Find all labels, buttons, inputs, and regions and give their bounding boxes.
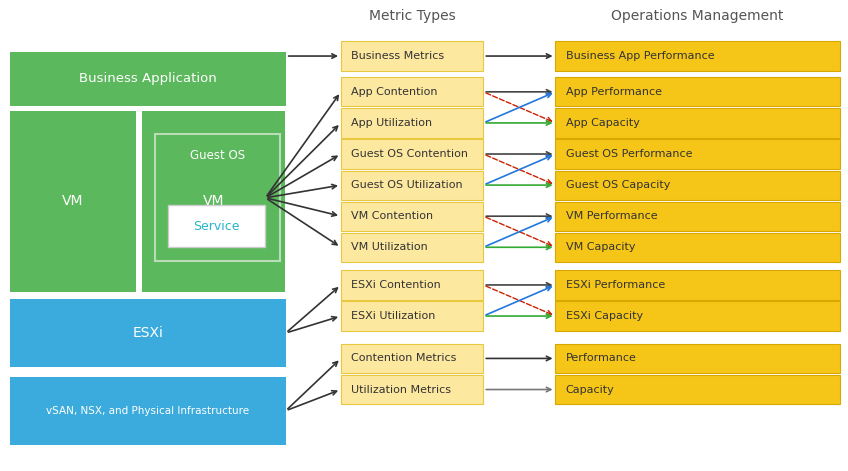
Bar <box>142 111 285 292</box>
Text: Service: Service <box>193 219 240 233</box>
Text: ESXi Utilization: ESXi Utilization <box>351 311 435 321</box>
Bar <box>555 202 840 231</box>
Text: Business Metrics: Business Metrics <box>351 51 444 61</box>
Text: Business Application: Business Application <box>79 73 217 85</box>
Text: VM Contention: VM Contention <box>351 211 433 221</box>
Bar <box>10 111 136 292</box>
Text: vSAN, NSX, and Physical Infrastructure: vSAN, NSX, and Physical Infrastructure <box>47 406 249 416</box>
Bar <box>341 375 483 404</box>
Text: App Capacity: App Capacity <box>566 118 639 128</box>
Bar <box>555 233 840 262</box>
Bar <box>555 270 840 300</box>
Bar <box>341 202 483 231</box>
Text: ESXi: ESXi <box>132 326 164 340</box>
Bar <box>341 344 483 373</box>
Text: ESXi Capacity: ESXi Capacity <box>566 311 643 321</box>
Text: VM Capacity: VM Capacity <box>566 242 635 252</box>
Bar <box>341 233 483 262</box>
Text: Guest OS: Guest OS <box>190 149 245 162</box>
Text: Guest OS Capacity: Guest OS Capacity <box>566 180 670 190</box>
Text: Operations Management: Operations Management <box>611 9 784 24</box>
Bar <box>555 139 840 169</box>
Bar <box>341 301 483 331</box>
Bar <box>341 77 483 106</box>
Text: VM Utilization: VM Utilization <box>351 242 428 252</box>
Bar <box>555 171 840 200</box>
Bar <box>555 344 840 373</box>
Bar <box>10 52 286 106</box>
Bar <box>10 377 286 445</box>
Text: App Performance: App Performance <box>566 87 661 97</box>
Text: Guest OS Contention: Guest OS Contention <box>351 149 468 159</box>
Text: Contention Metrics: Contention Metrics <box>351 353 456 364</box>
Text: Guest OS Performance: Guest OS Performance <box>566 149 692 159</box>
Text: VM: VM <box>203 195 225 208</box>
Text: App Utilization: App Utilization <box>351 118 432 128</box>
Bar <box>555 77 840 106</box>
Bar <box>341 139 483 169</box>
Text: Business App Performance: Business App Performance <box>566 51 714 61</box>
Bar <box>341 270 483 300</box>
Text: ESXi Contention: ESXi Contention <box>351 280 441 290</box>
Bar <box>10 299 286 367</box>
Bar <box>168 205 265 247</box>
Bar <box>555 375 840 404</box>
Bar <box>555 301 840 331</box>
Text: App Contention: App Contention <box>351 87 438 97</box>
Bar <box>155 134 280 261</box>
Text: ESXi Performance: ESXi Performance <box>566 280 665 290</box>
Bar <box>555 41 840 71</box>
Text: Utilization Metrics: Utilization Metrics <box>351 384 451 395</box>
Text: VM: VM <box>62 195 84 208</box>
Bar <box>555 108 840 138</box>
Bar <box>341 108 483 138</box>
Text: Metric Types: Metric Types <box>369 9 455 24</box>
Text: Guest OS Utilization: Guest OS Utilization <box>351 180 463 190</box>
Bar <box>341 171 483 200</box>
Text: Capacity: Capacity <box>566 384 614 395</box>
Bar <box>341 41 483 71</box>
Text: VM Performance: VM Performance <box>566 211 657 221</box>
Text: Performance: Performance <box>566 353 637 364</box>
